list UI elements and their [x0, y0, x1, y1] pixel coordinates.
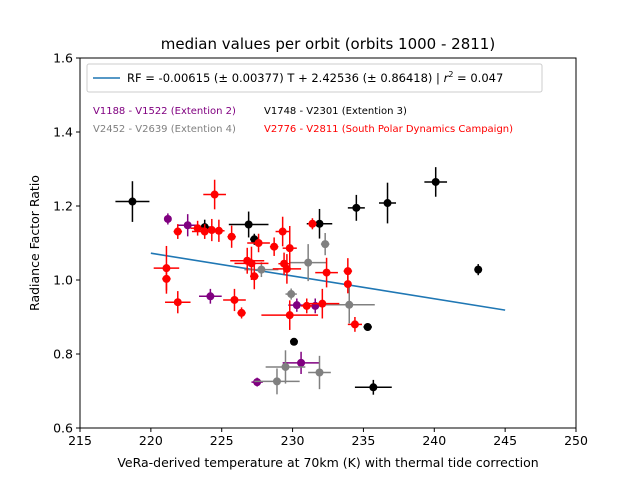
data-point	[247, 259, 256, 268]
data-point	[297, 358, 306, 367]
y-tick-label: 1.4	[53, 125, 73, 140]
series-labels: V1188 - V1522 (Extention 2) V1748 - V230…	[93, 106, 513, 135]
data-point	[281, 362, 290, 371]
series-1	[163, 213, 326, 387]
data-point	[272, 377, 281, 386]
data-point	[200, 227, 209, 236]
data-point	[285, 244, 294, 253]
data-point	[162, 274, 171, 283]
data-point	[173, 227, 182, 236]
data-point	[237, 308, 246, 317]
legend-box	[86, 63, 543, 93]
series-label-extention-3: V1748 - V2301 (Extention 3)	[264, 106, 407, 117]
data-point	[350, 320, 359, 329]
data-point	[321, 240, 330, 249]
x-tick-label: 220	[139, 433, 163, 448]
plot-area	[115, 167, 506, 395]
legend: RF = -0.00615 (± 0.00377) T + 2.42536 (±…	[86, 63, 543, 93]
x-tick-label: 215	[68, 433, 92, 448]
data-point	[343, 280, 352, 289]
axes-frame	[79, 57, 577, 429]
data-point	[207, 226, 216, 235]
data-point	[163, 214, 172, 223]
legend-fit-label: RF = -0.00615 (± 0.00377) T + 2.42536 (±…	[127, 70, 503, 85]
data-point	[322, 268, 331, 277]
data-point	[369, 383, 378, 392]
data-point	[431, 177, 440, 186]
data-point	[285, 311, 294, 320]
y-axis-ticks: 0.6 0.8 1.0 1.2 1.4 1.6	[53, 51, 80, 436]
data-point	[254, 239, 263, 247]
y-tick-label: 1.6	[53, 51, 73, 66]
data-point	[343, 267, 352, 276]
data-point	[287, 290, 296, 299]
data-point	[289, 337, 298, 346]
series-4	[153, 179, 363, 332]
series-label-extention-4: V2452 - V2639 (Extention 4)	[93, 124, 236, 135]
data-point	[270, 242, 279, 251]
series-2	[115, 167, 483, 395]
data-point	[206, 292, 215, 301]
data-point	[315, 368, 324, 377]
y-tick-label: 0.8	[53, 347, 73, 362]
data-point	[304, 258, 313, 267]
data-point	[352, 203, 361, 212]
x-tick-label: 240	[422, 433, 446, 448]
y-axis-label: Radiance Factor Ratio	[27, 175, 42, 311]
data-point	[214, 226, 223, 235]
x-axis-label: VeRa-derived temperature at 70km (K) wit…	[117, 455, 538, 470]
data-point	[250, 272, 259, 281]
data-point	[363, 322, 372, 331]
data-point	[257, 265, 266, 274]
data-point	[278, 227, 287, 236]
data-point	[292, 301, 301, 310]
data-point	[383, 199, 392, 208]
y-tick-label: 0.6	[53, 421, 73, 436]
data-point	[282, 264, 291, 273]
x-tick-label: 235	[351, 433, 375, 448]
data-point	[315, 219, 324, 228]
y-tick-label: 1.2	[53, 199, 73, 214]
data-point	[173, 298, 182, 307]
data-point	[230, 295, 239, 304]
x-tick-label: 230	[281, 433, 305, 448]
x-tick-label: 225	[210, 433, 234, 448]
fit-line	[150, 252, 506, 311]
data-point	[210, 190, 219, 199]
x-axis-ticks: 215 220 225 230 235 240 245 250	[68, 428, 588, 448]
data-point	[183, 221, 192, 230]
data-point	[308, 219, 317, 228]
chart-title: median values per orbit (orbits 1000 - 2…	[161, 35, 495, 53]
series-3	[244, 233, 375, 395]
series-label-extention-2: V1188 - V1522 (Extention 2)	[93, 106, 236, 117]
y-tick-label: 1.0	[53, 273, 73, 288]
x-tick-label: 245	[493, 433, 517, 448]
data-point	[193, 224, 202, 233]
data-point	[227, 232, 236, 241]
data-point	[345, 300, 354, 309]
series-label-south-polar: V2776 - V2811 (South Polar Dynamics Camp…	[264, 124, 513, 135]
data-point	[474, 265, 483, 274]
data-point	[244, 220, 253, 229]
data-point	[128, 197, 137, 206]
x-tick-label: 250	[564, 433, 588, 448]
data-point	[318, 299, 327, 308]
